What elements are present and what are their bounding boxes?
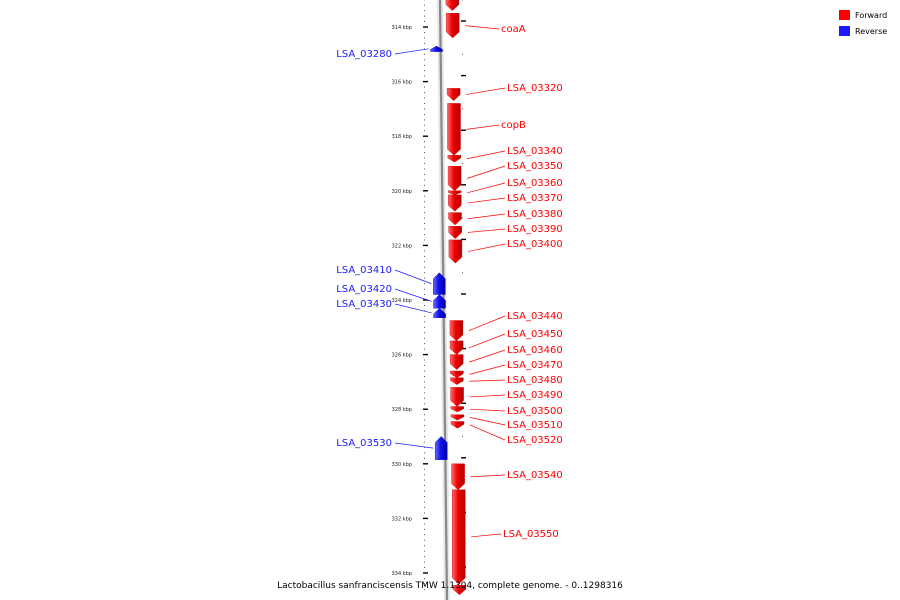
gene-lsa_03440-label: LSA_03440 <box>507 311 563 322</box>
legend-label-forward: Forward <box>855 11 887 20</box>
gene-copb-arrow <box>447 103 461 156</box>
tick-label: 334 kbp <box>392 571 412 577</box>
gene-lsa_03360-leader <box>467 182 506 194</box>
gene-lsa_03520-leader <box>469 424 506 441</box>
gene-lsa_03450-label: LSA_03450 <box>507 329 563 340</box>
tick-label: 328 kbp <box>392 407 412 413</box>
gene-lsa_03430-leader <box>394 303 432 314</box>
gene-lsa_03530-leader <box>394 442 434 449</box>
gene-lsa_03440-arrow <box>449 320 464 342</box>
gene-lsa_03540-arrow <box>451 463 465 490</box>
gene-lsa_03480-arrow <box>450 377 464 385</box>
gene-lsa_03460-arrow <box>450 354 464 370</box>
gene-lsa_03490-label: LSA_03490 <box>507 390 563 401</box>
gene-lsa_03430-arrow <box>433 307 446 318</box>
gene-lsa_03350-leader <box>466 165 506 179</box>
gene-lsa_03390-label: LSA_03390 <box>507 224 563 235</box>
gene-lsa_03450-arrow <box>449 340 464 355</box>
gene-lsa_03350-label: LSA_03350 <box>507 161 563 172</box>
gene-lsa_03370-label: LSA_03370 <box>507 193 563 204</box>
gene-lsa_03420-leader <box>394 288 432 302</box>
gene-lsa_03490-leader <box>469 394 506 398</box>
gene-lsa_03400-arrow <box>448 239 463 264</box>
gene-lsa_03370-arrow <box>448 194 462 212</box>
gene-lsa_03470-arrow <box>450 370 464 379</box>
gene-coaa-arrow <box>446 13 460 39</box>
tick-label: 324 kbp <box>392 298 412 304</box>
gene-lsa_03530-label: LSA_03530 <box>336 438 392 449</box>
gene-lsa_03510-leader <box>469 417 506 426</box>
genome-caption: Lactobacillus sanfranciscensis TMW 1.130… <box>277 581 623 591</box>
tick-label: 330 kbp <box>392 462 412 468</box>
gene-coaa-label: coaA <box>501 24 526 35</box>
gene-lsa_03350-arrow <box>447 165 462 192</box>
gene-lsa_03540-label: LSA_03540 <box>507 470 563 481</box>
gene-lsa_03400-leader <box>467 243 506 252</box>
gene-coaa-leader <box>465 25 500 30</box>
gene-lsa_03530-arrow <box>435 436 448 460</box>
gene-feature-arrow <box>452 585 467 596</box>
gene-lsa_03550-label: LSA_03550 <box>503 529 559 540</box>
gene-lsa_03360-arrow <box>448 190 462 196</box>
gene-lsa_03500-arrow <box>450 406 464 413</box>
gene-lsa_03470-leader <box>469 364 506 375</box>
tick-label: 320 kbp <box>392 189 412 195</box>
legend: Forward Reverse <box>839 10 887 36</box>
tick-label: 318 kbp <box>392 134 412 140</box>
tick-label: 332 kbp <box>392 516 412 522</box>
tick-label: 316 kbp <box>392 80 412 86</box>
gene-lsa_03510-label: LSA_03510 <box>507 420 563 431</box>
gene-lsa_03460-leader <box>469 349 506 363</box>
gene-lsa_03420-label: LSA_03420 <box>336 284 392 295</box>
gene-lsa_03380-leader <box>467 213 506 220</box>
gene-lsa_03390-leader <box>467 228 506 233</box>
gene-lsa_03510-arrow <box>450 414 465 421</box>
gene-labels: coaA LSA_03280 LSA_03320 copB LSA_03340 LSA_0… <box>336 24 563 540</box>
gene-copb-leader <box>466 124 500 130</box>
tick-label: 314 kbp <box>392 25 412 31</box>
gene-lsa_03400-label: LSA_03400 <box>507 239 563 250</box>
tick-label: 326 kbp <box>392 353 412 359</box>
gene-lsa_03460-label: LSA_03460 <box>507 345 563 356</box>
gene-lsa_03480-label: LSA_03480 <box>507 375 563 386</box>
gene-lsa_03450-leader <box>468 333 506 349</box>
legend-label-reverse: Reverse <box>855 27 887 36</box>
gene-lsa_03340-leader <box>466 150 506 160</box>
gene-lsa_03520-label: LSA_03520 <box>507 435 563 446</box>
gene-lsa_03340-arrow <box>447 155 461 163</box>
gene-lsa_03280-leader <box>394 48 429 55</box>
gene-lsa_03280-arrow <box>430 45 443 52</box>
gene-lsa_03500-leader <box>469 408 506 412</box>
gene-copb-label: copB <box>501 120 526 131</box>
gene-lsa_03340-label: LSA_03340 <box>507 146 563 157</box>
gene-lsa_03500-label: LSA_03500 <box>507 406 563 417</box>
gene-lsa_03370-leader <box>467 197 506 204</box>
gene-lsa_03320-arrow <box>446 88 461 101</box>
gene-lsa_03320-leader <box>466 87 506 95</box>
gene-lsa_03380-label: LSA_03380 <box>507 209 563 220</box>
gene-lsa_03540-leader <box>470 474 506 478</box>
tick-label: 322 kbp <box>392 243 412 249</box>
gene-lsa_03410-label: LSA_03410 <box>336 265 392 276</box>
gene-lsa_03440-leader <box>468 315 506 332</box>
gene-lsa_03430-label: LSA_03430 <box>336 299 392 310</box>
gene-lsa_03410-leader <box>394 269 432 284</box>
legend-swatch-forward <box>839 10 850 20</box>
gene-lsa_03320-label: LSA_03320 <box>507 83 563 94</box>
gene-lsa_03490-arrow <box>450 387 464 407</box>
gene-lsa_03280-label: LSA_03280 <box>336 49 392 60</box>
legend-swatch-reverse <box>839 26 850 36</box>
gene-lsa_03380-arrow <box>448 212 462 226</box>
gene-lsa_03480-leader <box>469 379 506 382</box>
gene-lsa_03550-leader <box>471 533 502 538</box>
gene-feature-arrow <box>445 0 460 11</box>
gene-lsa_03520-arrow <box>450 421 465 429</box>
gene-lsa_03360-label: LSA_03360 <box>507 178 563 189</box>
gene-features <box>430 0 467 596</box>
gene-lsa_03550-arrow <box>452 489 466 585</box>
gene-lsa_03470-label: LSA_03470 <box>507 360 563 371</box>
gene-lsa_03390-arrow <box>448 226 462 239</box>
